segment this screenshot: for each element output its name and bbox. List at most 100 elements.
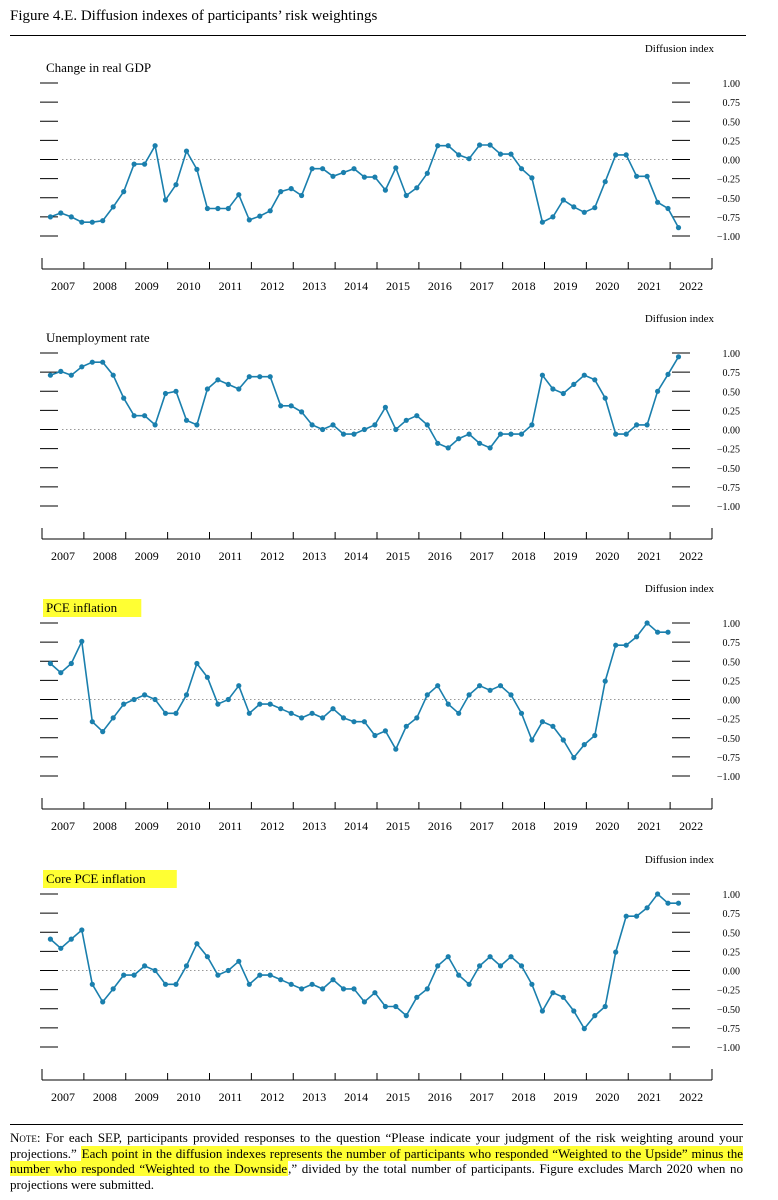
data-point [581, 1026, 587, 1032]
data-point [382, 728, 388, 734]
x-tick-label: 2012 [260, 279, 284, 293]
data-point [121, 972, 127, 978]
chart-title: PCE inflation [46, 600, 118, 615]
data-point [79, 364, 85, 370]
data-point [183, 963, 190, 969]
y-tick-label: 0.50 [723, 387, 741, 398]
note-text-part1: For each SEP, participants provided resp… [10, 1130, 743, 1161]
data-point [477, 142, 483, 148]
y-tick-label: −0.50 [717, 194, 740, 205]
series-line [49, 621, 668, 759]
data-point [236, 192, 242, 198]
data-point [508, 954, 514, 960]
y-tick-label: 0.75 [723, 909, 741, 920]
data-point [655, 629, 661, 635]
y-tick-label: −0.75 [717, 1024, 740, 1035]
data-point [215, 205, 221, 212]
data-point [340, 431, 347, 437]
data-point [110, 204, 116, 210]
data-point [571, 1008, 577, 1014]
data-point [529, 981, 535, 987]
data-point [623, 152, 629, 158]
data-point [299, 192, 305, 199]
data-point [89, 359, 95, 365]
data-point [204, 954, 210, 960]
data-point [131, 696, 137, 703]
y-tick-label: 0.75 [723, 98, 741, 109]
y-tick-label: −0.50 [717, 734, 740, 745]
x-tick-label: 2008 [93, 279, 117, 293]
data-point [560, 737, 566, 743]
data-point [634, 634, 640, 640]
y-tick-label: −0.75 [717, 483, 740, 494]
data-point [278, 977, 284, 983]
data-point [518, 166, 525, 172]
x-tick-label: 2020 [595, 819, 619, 833]
data-point [644, 905, 650, 911]
data-point [372, 422, 378, 428]
data-point [152, 696, 158, 703]
data-point [257, 374, 263, 380]
data-point [236, 958, 242, 964]
data-point [299, 715, 305, 721]
data-point [560, 994, 566, 1000]
y-tick-label: 0.25 [723, 406, 741, 417]
data-point [571, 381, 577, 387]
data-point [58, 368, 64, 374]
y-tick-label: 1.00 [723, 79, 741, 90]
data-point [320, 166, 326, 172]
data-point [142, 692, 148, 698]
data-point [257, 701, 263, 707]
data-point [508, 151, 514, 157]
data-point [236, 683, 242, 689]
data-point [299, 986, 305, 992]
data-point [236, 386, 242, 392]
data-point [655, 199, 661, 205]
data-point [162, 390, 169, 397]
x-tick-label: 2014 [344, 279, 368, 293]
data-point [539, 219, 546, 225]
y-tick-label: −0.75 [717, 213, 740, 224]
data-point [550, 990, 556, 996]
data-point [204, 674, 210, 680]
data-point [351, 719, 357, 725]
data-point [675, 900, 682, 906]
y-tick-label: 0.25 [723, 136, 741, 147]
data-point [278, 706, 284, 712]
chart-svg: Diffusion index Change in real GDP 1.00 0.7… [40, 43, 741, 293]
data-point [655, 388, 661, 394]
data-point [361, 719, 367, 725]
data-point [320, 426, 326, 433]
y-tick-label: 0.00 [723, 156, 741, 167]
data-point [602, 395, 608, 401]
y-tick-label: 0.00 [723, 426, 741, 437]
data-point [162, 981, 169, 987]
data-point [382, 187, 388, 193]
data-point [121, 395, 127, 401]
data-point [466, 431, 472, 437]
data-point [529, 422, 535, 428]
data-point [351, 431, 357, 437]
data-point [602, 678, 608, 684]
data-point [571, 204, 577, 210]
data-point [414, 715, 420, 721]
data-point [267, 374, 273, 380]
data-point [340, 986, 347, 992]
data-point [330, 706, 336, 712]
data-point [508, 431, 514, 437]
data-point [592, 1013, 598, 1019]
x-tick-label: 2013 [302, 549, 326, 563]
data-point [634, 913, 640, 919]
data-point [225, 205, 231, 212]
data-point [194, 422, 200, 428]
data-point [487, 954, 493, 960]
y-tick-label: 0.00 [723, 696, 741, 707]
data-point [100, 999, 106, 1005]
data-point [142, 963, 148, 969]
data-point [414, 994, 420, 1000]
chart-title: Core PCE inflation [46, 871, 146, 886]
data-point [204, 205, 210, 212]
data-point [424, 170, 430, 176]
diffusion-index-label: Diffusion index [645, 583, 715, 595]
y-tick-label: 0.75 [723, 638, 741, 649]
